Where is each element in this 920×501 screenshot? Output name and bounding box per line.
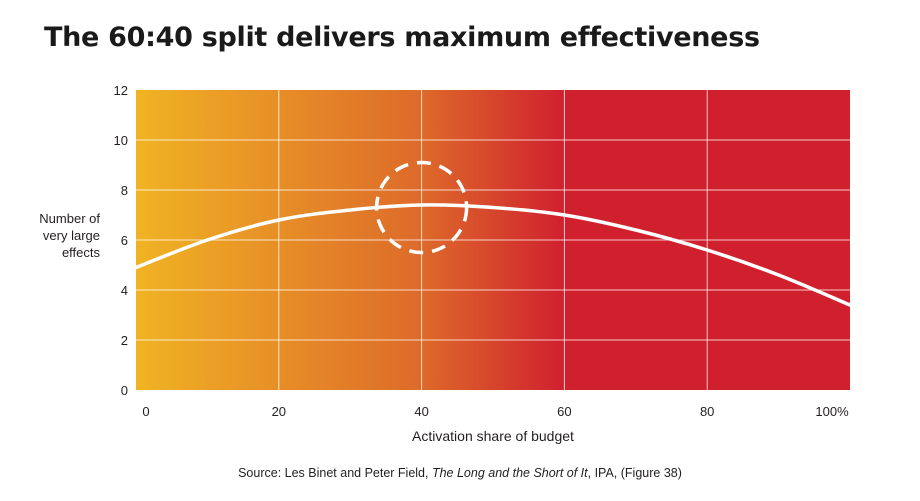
- y-axis-label-line: Number of: [39, 211, 100, 226]
- x-tick-label: 100%: [815, 404, 849, 419]
- y-tick-label: 4: [121, 283, 128, 298]
- x-tick-label: 60: [557, 404, 571, 419]
- x-tick-label: 80: [700, 404, 714, 419]
- source-prefix: Source: Les Binet and Peter Field,: [238, 466, 432, 480]
- y-tick-label: 12: [114, 83, 128, 98]
- x-tick-label: 0: [142, 404, 149, 419]
- gridlines: [136, 90, 850, 390]
- source-suffix: , IPA, (Figure 38): [587, 466, 682, 480]
- chart-title: The 60:40 split delivers maximum effecti…: [44, 22, 760, 53]
- annotation-layer: [374, 160, 469, 255]
- y-axis-ticks: 0 2 4 6 8 10 12: [114, 83, 128, 398]
- y-tick-label: 10: [114, 133, 128, 148]
- y-tick-label: 8: [121, 183, 128, 198]
- x-axis-ticks: 0 20 40 60 80 100%: [142, 404, 849, 419]
- y-axis-label: Number of very large effects: [14, 210, 100, 261]
- y-tick-label: 2: [121, 333, 128, 348]
- y-axis-label-line: very large: [42, 228, 100, 243]
- series-layer: [134, 203, 852, 307]
- source-note: Source: Les Binet and Peter Field, The L…: [0, 466, 920, 480]
- x-tick-label: 20: [272, 404, 286, 419]
- source-book-title: The Long and the Short of It: [431, 466, 588, 480]
- y-tick-label: 6: [121, 233, 128, 248]
- x-tick-label: 40: [414, 404, 428, 419]
- y-tick-label: 0: [121, 383, 128, 398]
- optimum-dashed-circle: [374, 160, 469, 255]
- x-axis-label: Activation share of budget: [412, 428, 574, 444]
- y-axis-label-line: effects: [61, 245, 100, 260]
- effectiveness-curve: [134, 203, 852, 307]
